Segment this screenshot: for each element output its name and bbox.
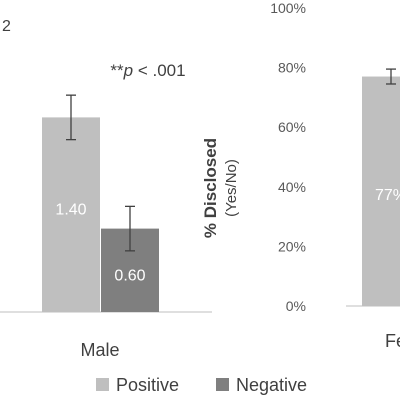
right-bars: 77% [362,68,400,306]
legend-item-negative: Negative [216,375,307,395]
bar-positive-male [42,117,100,313]
y-axis-subtitle: (Yes/No) [223,159,240,217]
bar-positive-right [362,76,400,306]
panel-label: 2 [2,18,11,35]
y-tick-label: 100% [270,0,306,16]
left-bars: 1.40 0.60 [42,94,159,313]
error-bar-positive-male [66,94,76,141]
y-tick-label: 0% [286,298,306,314]
y-tick-label: 40% [278,179,306,195]
error-bar-negative-male [125,205,135,252]
significance-annotation: **p < .001 [110,61,185,80]
data-label-positive-male: 1.40 [55,202,86,219]
y-ticks: 0% 20% 40% 60% 80% 100% [270,0,306,314]
legend-swatch-positive [96,378,109,391]
annotation-stars: ** [110,61,124,80]
legend-label-negative: Negative [236,375,307,395]
data-label-positive-right: 77% [375,187,400,204]
annotation-rest: < .001 [133,61,185,80]
left-panel: 2 **p < .001 1.40 0.60 Male [0,18,212,360]
legend-item-positive: Positive [96,375,179,395]
y-tick-label: 80% [278,60,306,76]
annotation-p: p [123,61,133,80]
y-tick-label: 60% [278,119,306,135]
category-label-right: Fe [385,331,400,351]
error-bar-positive-right [386,68,396,85]
legend-swatch-negative [216,378,229,391]
category-label-male: Male [80,340,119,360]
data-label-negative-male: 0.60 [114,267,145,284]
legend: Positive Negative [96,375,307,395]
y-axis-title: % Disclosed [201,138,220,238]
y-tick-label: 20% [278,238,306,254]
right-panel: % Disclosed (Yes/No) 0%20%40%60%80%100% … [201,0,400,351]
legend-label-positive: Positive [116,375,179,395]
